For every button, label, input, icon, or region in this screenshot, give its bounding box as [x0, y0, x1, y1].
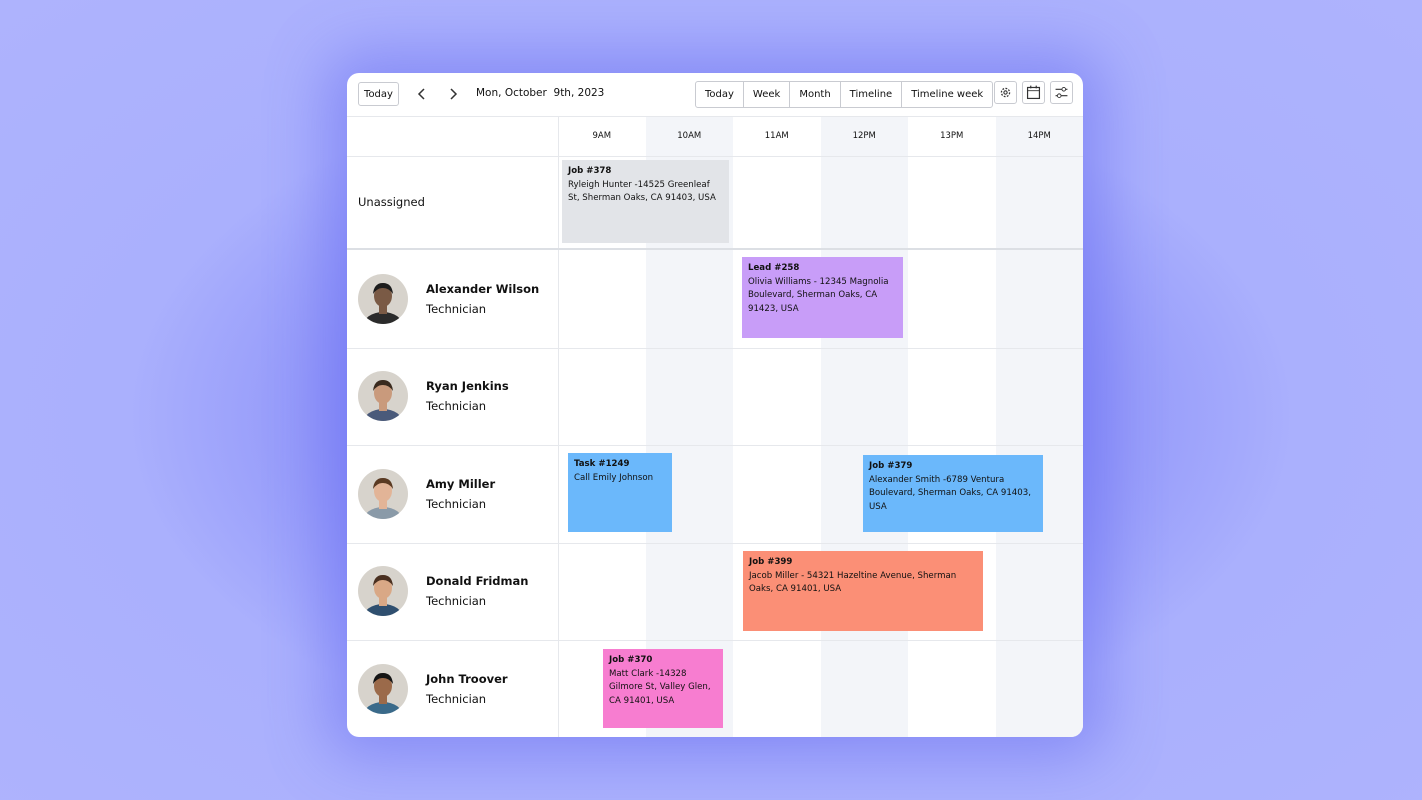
- technician-name: Amy Miller: [426, 476, 496, 491]
- event-card[interactable]: Task #1249 Call Emily Johnson: [568, 453, 672, 532]
- next-button[interactable]: [446, 87, 460, 101]
- avatar: [358, 663, 408, 714]
- hour-label: 10AM: [677, 131, 702, 141]
- event-title: Job #399: [749, 557, 793, 567]
- column-shade: [995, 116, 1083, 737]
- scheduler: Today Mon, October 9th, 2023 Today Week Mo…: [347, 73, 1083, 737]
- avatar: [358, 566, 408, 617]
- event-title: Job #379: [869, 461, 913, 471]
- hour-label: 11AM: [764, 131, 789, 141]
- avatar: [358, 371, 408, 422]
- event-details: Alexander Smith -6789 Ventura Boulevard,…: [869, 474, 1031, 512]
- event-card[interactable]: Job #370 Matt Clark -14328 Gilmore St, Va…: [603, 649, 723, 728]
- divider: [347, 640, 1083, 641]
- technician-name: Alexander Wilson: [426, 281, 540, 296]
- hour-label: 9AM: [592, 131, 612, 141]
- event-title: Lead #258: [748, 263, 800, 273]
- event-details: Jacob Miller - 54321 Hazeltine Avenue, S…: [749, 570, 957, 595]
- technician-role: Technician: [426, 399, 487, 414]
- prev-button[interactable]: [415, 87, 429, 101]
- technician-role: Technician: [426, 594, 487, 609]
- technician-name: Ryan Jenkins: [426, 379, 509, 394]
- technician-name: John Troover: [426, 671, 508, 686]
- view-button[interactable]: Timeline: [841, 82, 903, 107]
- today-button[interactable]: Today: [358, 82, 399, 106]
- event-card[interactable]: Job #379 Alexander Smith -6789 Ventura Bo…: [863, 455, 1043, 532]
- view-button[interactable]: Week: [744, 82, 791, 107]
- view-button[interactable]: Timeline week: [911, 89, 984, 100]
- technician-role: Technician: [426, 301, 487, 316]
- event-details: Olivia Williams - 12345 Magnolia Bouleva…: [748, 276, 889, 314]
- view-button[interactable]: Month: [790, 82, 841, 107]
- divider: [347, 445, 1083, 446]
- event-details: Call Emily Johnson: [574, 472, 654, 483]
- event-details: Ryleigh Hunter -14525 Greenleaf St, Sher…: [568, 179, 716, 204]
- divider: [347, 248, 1083, 250]
- divider: [347, 156, 1083, 157]
- column-shade: [820, 116, 908, 737]
- technician-name: Donald Fridman: [426, 574, 529, 589]
- hour-label: 12PM: [852, 131, 876, 141]
- event-title: Job #370: [609, 655, 653, 665]
- avatar: [358, 468, 408, 519]
- event-title: Job #378: [568, 166, 612, 176]
- divider: [347, 116, 1083, 117]
- current-date: Mon, October 9th, 2023: [476, 87, 605, 99]
- hour-label: 13PM: [940, 131, 964, 141]
- view-switcher: Today Week Month Timeline Timeline week: [695, 81, 994, 108]
- technician-role: Technician: [426, 691, 487, 706]
- filter-button[interactable]: [1050, 81, 1073, 104]
- row-label: Unassigned: [358, 195, 425, 209]
- event-details: Matt Clark -14328 Gilmore St, Valley Gle…: [609, 668, 711, 706]
- view-button[interactable]: Today: [696, 82, 744, 107]
- divider: [558, 116, 559, 737]
- calendar-button[interactable]: [1022, 81, 1045, 104]
- technician-role: Technician: [426, 496, 487, 511]
- divider: [347, 542, 1083, 544]
- settings-button[interactable]: [994, 81, 1017, 104]
- event-title: Task #1249: [574, 459, 630, 469]
- divider: [347, 347, 1083, 349]
- avatar: [358, 273, 408, 324]
- event-card[interactable]: Job #378 Ryleigh Hunter -14525 Greenleaf …: [562, 160, 729, 243]
- hour-label: 14PM: [1027, 131, 1051, 141]
- event-card[interactable]: Lead #258 Olivia Williams - 12345 Magnoli…: [742, 257, 903, 338]
- event-card[interactable]: Job #399 Jacob Miller - 54321 Hazeltine A…: [743, 551, 983, 631]
